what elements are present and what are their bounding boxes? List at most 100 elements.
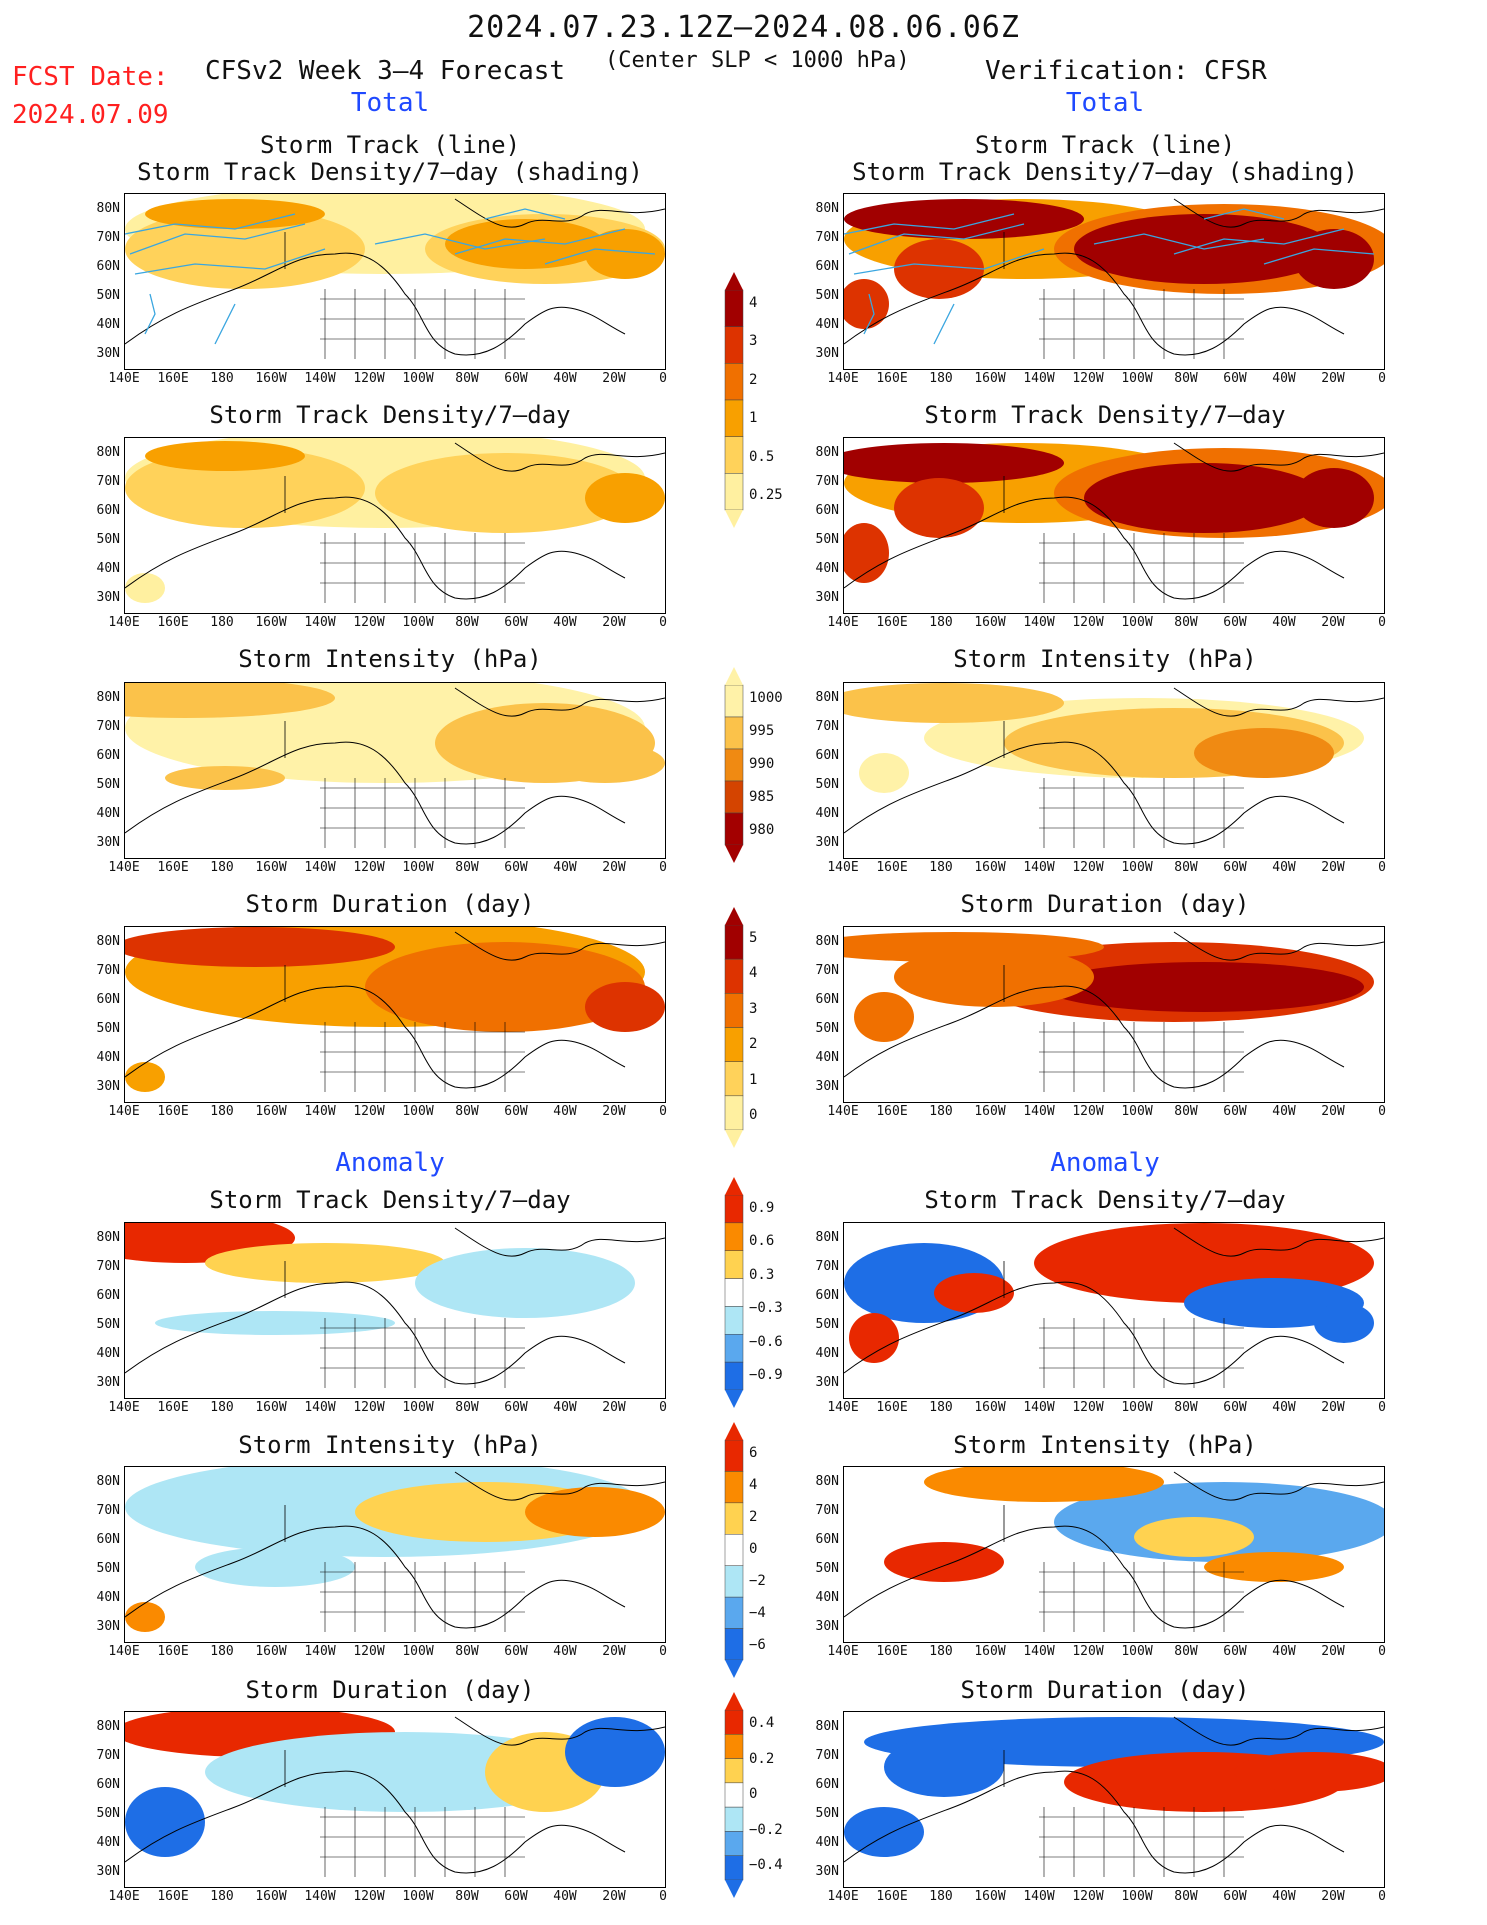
lon-tick-label: 100W <box>1121 1400 1153 1415</box>
lat-tick-label: 60N <box>96 748 120 763</box>
lon-tick-label: 140W <box>1023 1400 1055 1415</box>
colorbar-label: 2 <box>749 1036 758 1053</box>
colorbar-top-arrow <box>725 667 743 685</box>
lat-tick-label: 70N <box>96 230 120 245</box>
colorbar-label: 6 <box>749 1445 758 1461</box>
lon-tick-label: 80W <box>1174 371 1198 386</box>
lon-tick-label: 80W <box>455 1104 479 1119</box>
lat-tick-label: 60N <box>96 503 120 518</box>
lon-tick-label: 100W <box>402 860 434 875</box>
colorbar-label: 4 <box>749 295 758 311</box>
lon-tick-label: 20W <box>602 1400 626 1415</box>
lon-tick-label: 20W <box>1321 1104 1345 1119</box>
lon-tick-label: 100W <box>402 371 434 386</box>
lat-tick-label: 50N <box>96 1806 120 1821</box>
lon-tick-label: 40W <box>1272 615 1296 630</box>
lon-tick-label: 100W <box>1121 615 1153 630</box>
colorbar-top-arrow <box>725 1422 743 1440</box>
lon-tick-label: 20W <box>602 1889 626 1904</box>
lon-tick-label: 180 <box>929 1104 953 1119</box>
colorbar-segment <box>724 1361 744 1391</box>
colorbar-segment <box>724 1758 744 1784</box>
title-anom-fcst-intensity: Storm Intensity (hPa) <box>238 1431 542 1459</box>
storm-track-line <box>544 248 656 265</box>
colorbar-top-arrow <box>725 1692 743 1710</box>
period-title: 2024.07.23.12Z–2024.08.06.06Z <box>467 10 1020 45</box>
shading-region <box>884 1542 1004 1582</box>
right-total-label: Total <box>1065 88 1145 118</box>
lon-tick-label: 120W <box>353 1644 385 1659</box>
colorbar-segment <box>724 1565 744 1598</box>
map-panel-verification-3 <box>843 682 1385 859</box>
lon-tick-label: 140E <box>827 1889 859 1904</box>
shading-region <box>1044 962 1364 1012</box>
lat-tick-label: 70N <box>815 1503 839 1518</box>
colorbar-density <box>724 272 744 528</box>
lat-tick-label: 40N <box>815 1590 839 1605</box>
map-panel-forecast-6 <box>124 1466 666 1643</box>
lat-tick-label: 40N <box>815 561 839 576</box>
colorbar-segment <box>724 1334 744 1363</box>
lon-tick-label: 160W <box>974 615 1006 630</box>
lon-tick-label: 140E <box>827 1644 859 1659</box>
colorbar-label: 1000 <box>749 690 783 706</box>
shading-region <box>585 229 665 279</box>
lon-tick-label: 140E <box>108 1889 140 1904</box>
lon-tick-label: 140W <box>304 1644 336 1659</box>
colorbar-label: −0.9 <box>749 1367 783 1383</box>
colorbar-segment <box>724 716 744 750</box>
shading-region <box>375 453 635 533</box>
lat-tick-label: 70N <box>815 1259 839 1274</box>
lon-tick-label: 180 <box>210 371 234 386</box>
colorbar-top-arrow <box>725 907 743 925</box>
title-verif-intensity: Storm Intensity (hPa) <box>953 645 1257 673</box>
lat-tick-label: 80N <box>96 1719 120 1734</box>
lon-tick-label: 160W <box>974 1889 1006 1904</box>
lon-tick-label: 60W <box>504 1400 528 1415</box>
colorbar-label: 0 <box>749 1107 758 1123</box>
lat-tick-label: 40N <box>96 1590 120 1605</box>
shading-region <box>125 683 335 718</box>
colorbar-anom-intensity <box>724 1422 744 1678</box>
lon-tick-label: 160E <box>157 371 189 386</box>
lat-tick-label: 80N <box>815 1719 839 1734</box>
right-anomaly-label: Anomaly <box>1050 1148 1160 1178</box>
lat-tick-label: 40N <box>815 806 839 821</box>
title-verif-storm-track: Storm Track (line) Storm Track Density/7… <box>852 131 1358 186</box>
map-panel-forecast-1 <box>124 193 666 370</box>
lat-tick-label: 50N <box>96 1561 120 1576</box>
colorbar-label: 0.25 <box>749 487 783 503</box>
lon-tick-label: 140E <box>108 1644 140 1659</box>
lon-tick-label: 120W <box>1072 1889 1104 1904</box>
lon-tick-label: 100W <box>402 1889 434 1904</box>
lon-tick-label: 120W <box>1072 371 1104 386</box>
shading-region <box>1294 229 1374 289</box>
lon-tick-label: 140E <box>108 1104 140 1119</box>
lon-tick-label: 140E <box>108 860 140 875</box>
lon-tick-label: 100W <box>402 1400 434 1415</box>
lat-tick-label: 70N <box>96 1748 120 1763</box>
lon-tick-label: 140W <box>1023 1644 1055 1659</box>
lat-tick-label: 60N <box>96 1532 120 1547</box>
map-panel-verification-2 <box>843 437 1385 614</box>
lon-tick-label: 40W <box>553 1104 577 1119</box>
shading-region <box>894 239 984 299</box>
colorbar-top-arrow <box>725 272 743 290</box>
lon-tick-label: 40W <box>553 371 577 386</box>
lat-tick-label: 70N <box>96 963 120 978</box>
colorbar-label: −0.4 <box>749 1857 783 1873</box>
lon-tick-label: 180 <box>929 1644 953 1659</box>
colorbar-segment <box>724 326 744 364</box>
lat-tick-label: 30N <box>96 1864 120 1879</box>
map-panel-verification-7 <box>843 1711 1385 1888</box>
lat-tick-label: 60N <box>815 992 839 1007</box>
colorbar-segment <box>724 1855 744 1881</box>
colorbar-segment <box>724 1439 744 1472</box>
map-panel-verification-6 <box>843 1466 1385 1643</box>
map-panel-forecast-3 <box>124 682 666 859</box>
lat-tick-label: 70N <box>815 719 839 734</box>
lat-tick-label: 50N <box>96 1021 120 1036</box>
storm-track-line <box>1173 228 1345 255</box>
lat-tick-label: 80N <box>815 690 839 705</box>
lon-tick-label: 100W <box>1121 371 1153 386</box>
